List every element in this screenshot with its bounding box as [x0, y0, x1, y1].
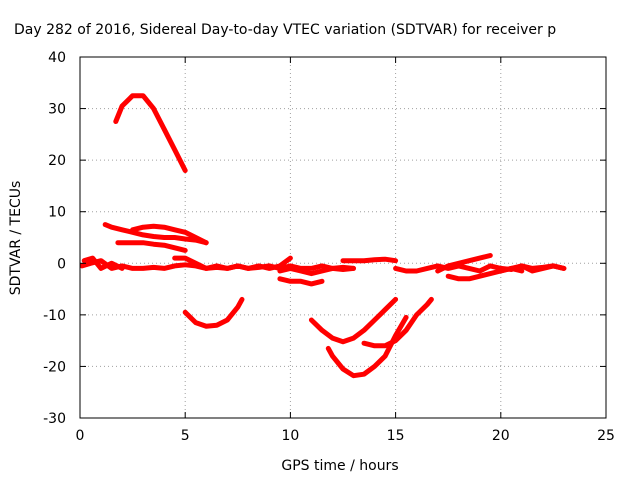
sdtvar-trace-18	[498, 263, 567, 274]
sdtvar-trace-4	[113, 93, 188, 173]
sdtvar-trace-5	[102, 222, 209, 246]
sdtvar-trace-11	[308, 296, 399, 345]
x-tick-label: 0	[76, 428, 85, 444]
x-tick-label: 20	[492, 428, 510, 444]
plot-frame	[79, 56, 607, 419]
x-tick-label: 15	[387, 428, 405, 444]
sdtvar-trace-8	[182, 296, 245, 329]
y-tick-label: -20	[43, 359, 66, 375]
sdtvar-trace-9	[277, 265, 356, 277]
y-tick-label: -30	[43, 411, 66, 427]
x-axis-label: GPS time / hours	[281, 458, 398, 474]
sdtvar-trace-7	[115, 240, 188, 253]
y-axis-label: SDTVAR / TECUs	[8, 181, 24, 296]
x-tick-label: 10	[281, 428, 299, 444]
sdtvar-trace-3	[172, 255, 293, 271]
y-tick-label: 30	[48, 102, 66, 118]
chart-title: Day 282 of 2016, Sidereal Day-to-day VTE…	[14, 22, 556, 38]
y-tick-label: 20	[48, 153, 66, 169]
y-tick-label: 40	[48, 50, 66, 66]
sdtvar-trace-14	[340, 256, 399, 264]
x-tick-label: 5	[181, 428, 190, 444]
sdtvar-trace-13	[361, 296, 434, 349]
sdtvar-trace-6	[130, 223, 209, 246]
y-tick-label: 0	[57, 256, 66, 272]
sdtvar-trace-10	[277, 276, 325, 287]
x-tick-label: 25	[597, 428, 615, 444]
sdtvar-trace-16	[435, 253, 493, 274]
y-tick-label: 10	[48, 205, 66, 221]
y-tick-label: -10	[43, 308, 66, 324]
axis-ticks: 0 5 10 15 20 25 -30 -20 -10 0 10 20 30 40	[43, 50, 615, 444]
data-traces	[79, 93, 567, 379]
sdtvar-trace-2	[81, 255, 125, 271]
